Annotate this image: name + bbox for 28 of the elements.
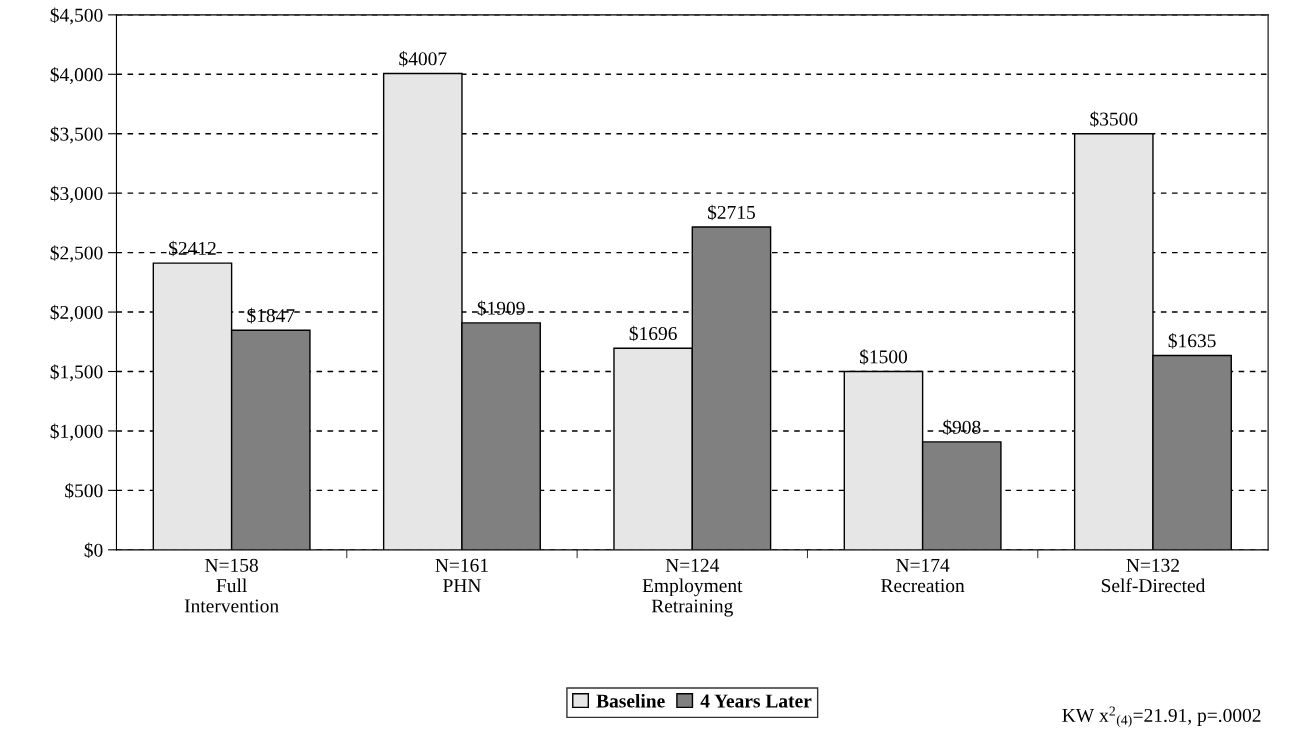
y-tick-label: $1,000 — [50, 423, 103, 441]
y-tick-label: $3,000 — [50, 185, 103, 203]
y-tick-label: $4,000 — [50, 66, 103, 85]
data-label: $1500 — [860, 349, 908, 365]
data-label: $908 — [943, 419, 981, 436]
y-tick-label: $1,500 — [50, 364, 103, 382]
data-label: $2715 — [707, 204, 755, 221]
x-tick-label: N=132 Self-Directed — [1101, 558, 1206, 593]
data-label: $1909 — [477, 300, 525, 317]
x-tick-label: N=124 Employment Retraining — [642, 558, 743, 617]
data-label: $1635 — [1168, 333, 1216, 349]
text: KW x$^{2}$$_{(4)}$=21.91, p=.0002 — [1062, 706, 1261, 728]
data-label: $4007 — [399, 51, 447, 67]
data-label: $2412 — [169, 240, 216, 257]
y-tick-label: $4,500 — [50, 7, 103, 25]
x-tick-label: N=174 Recreation — [881, 558, 965, 593]
y-tick-label: $2,000 — [50, 304, 103, 322]
y-tick-label: $2,500 — [50, 245, 103, 263]
data-label: $1847 — [247, 307, 295, 324]
y-tick-label: $500 — [65, 483, 103, 499]
y-tick-label: $0 — [84, 542, 103, 559]
x-tick-label: N=161 PHN — [435, 558, 488, 592]
y-tick-label: $3,500 — [50, 126, 103, 144]
legend-label: 4 Years Later — [700, 694, 812, 708]
data-label: $3500 — [1090, 111, 1138, 127]
x-tick-label: N=158 Full Intervention — [184, 558, 279, 613]
legend-label: Baseline — [596, 693, 665, 708]
data-label: $1696 — [629, 325, 677, 342]
